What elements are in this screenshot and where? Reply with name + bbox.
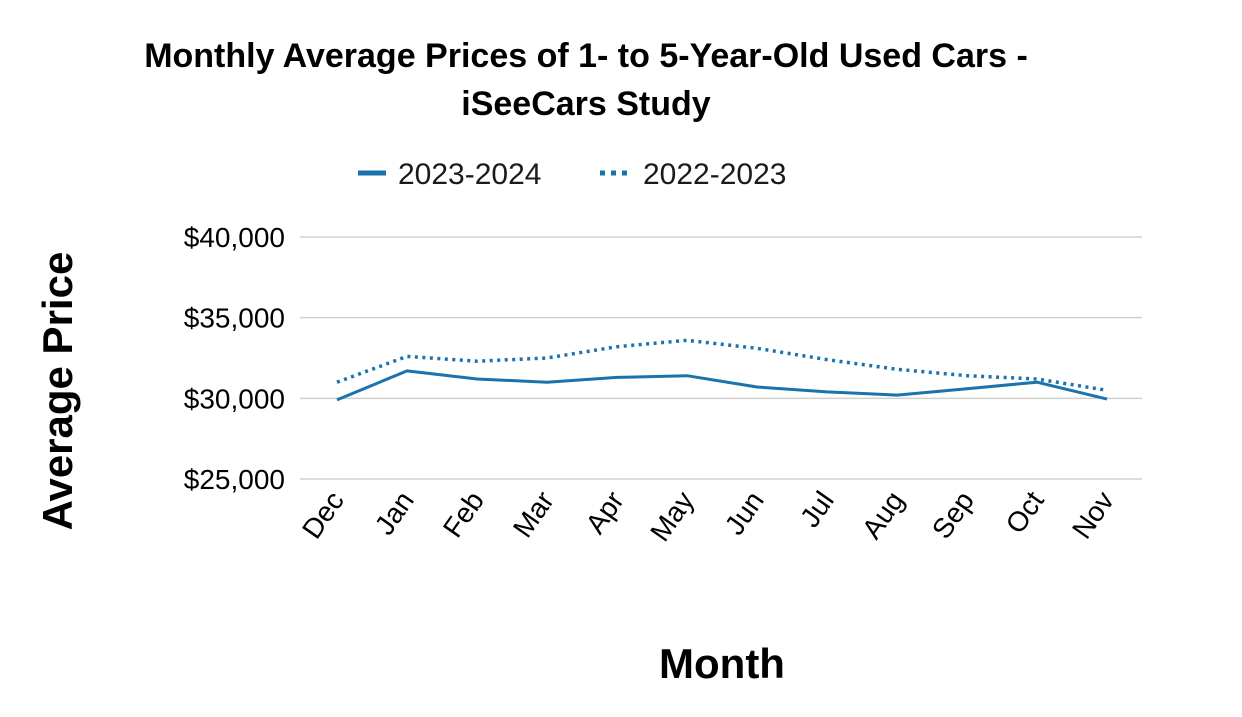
legend-label-2023-2024: 2023-2024 (398, 158, 541, 191)
series-line-2022-2023 (336, 338, 1108, 393)
chart-title-line-2: iSeeCars Study (461, 85, 711, 123)
gridlines (300, 236, 1142, 480)
x-tick-label: Oct (1000, 485, 1051, 539)
x-tick-label: May (644, 486, 700, 547)
y-axis-title: Average Price (34, 252, 81, 531)
series-lines (336, 338, 1108, 402)
x-axis-title: Month (659, 640, 785, 687)
x-tick-label: Mar (507, 486, 560, 543)
x-tick-label: Feb (437, 486, 490, 543)
x-tick-label: Apr (580, 486, 630, 539)
x-tick-label: Nov (1066, 486, 1120, 545)
x-axis-ticks: Dec Jan Feb Mar Apr May Jun Jul Aug Sep Oct Nov (296, 485, 1120, 546)
x-tick-label: Jan (369, 486, 420, 541)
series-line-2023-2024 (336, 369, 1108, 402)
legend-label-2022-2023: 2022-2023 (643, 158, 786, 191)
y-axis-ticks: $25,000 $30,000 $35,000 $40,000 (184, 222, 285, 495)
x-tick-label: Dec (296, 486, 350, 545)
x-tick-label: Jun (719, 486, 770, 541)
y-tick-label: $40,000 (184, 222, 285, 253)
y-tick-label: $25,000 (184, 464, 285, 495)
x-tick-label: Aug (856, 486, 910, 545)
x-tick-label: Jul (794, 486, 840, 533)
chart-title-line-1: Monthly Average Prices of 1- to 5-Year-O… (144, 37, 1028, 75)
legend: 2023-2024 2022-2023 (358, 158, 786, 191)
x-tick-label: Sep (926, 486, 980, 545)
y-tick-label: $35,000 (184, 303, 285, 334)
y-tick-label: $30,000 (184, 383, 285, 414)
